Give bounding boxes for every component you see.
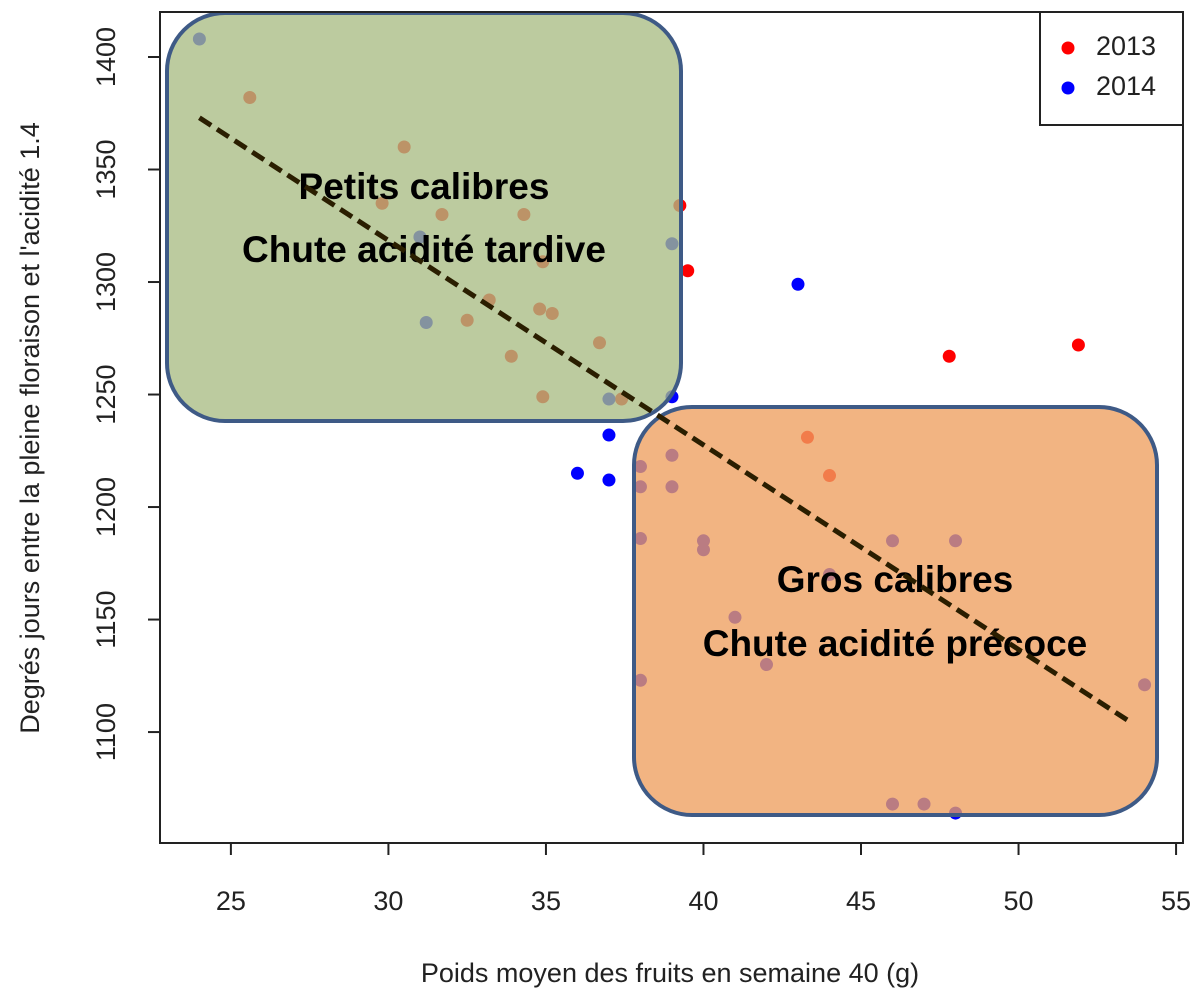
legend-swatch <box>1061 41 1075 55</box>
x-axis-label: Poids moyen des fruits en semaine 40 (g) <box>421 958 919 988</box>
large-fruit-zone <box>632 405 1159 817</box>
x-tick-label: 35 <box>531 886 561 916</box>
x-tick-label: 30 <box>373 886 403 916</box>
legend-label: 2013 <box>1096 31 1156 61</box>
x-tick-label: 45 <box>846 886 876 916</box>
point <box>602 428 616 442</box>
annotation: Chute acidité précoce <box>703 623 1088 664</box>
y-tick-label: 1200 <box>91 477 121 537</box>
small-fruit-zone <box>165 11 683 423</box>
point <box>942 349 956 363</box>
y-tick-label: 1350 <box>91 139 121 199</box>
legend-box <box>1039 11 1184 126</box>
point <box>570 466 584 480</box>
y-tick-label: 1100 <box>91 703 121 761</box>
x-tick-label: 50 <box>1004 886 1034 916</box>
y-tick-label: 1400 <box>91 27 121 87</box>
legend: 2013 2014 <box>1039 11 1184 126</box>
x-tick-label: 55 <box>1161 886 1191 916</box>
legend-swatch <box>1061 81 1075 95</box>
x-tick-label: 25 <box>216 886 246 916</box>
x-tick-label: 40 <box>688 886 718 916</box>
point <box>602 473 616 487</box>
point <box>791 277 805 291</box>
y-tick-label: 1300 <box>91 252 121 312</box>
annotation: Gros calibres <box>777 559 1014 600</box>
annotation: Petits calibres <box>299 166 550 207</box>
annotation: Chute acidité tardive <box>242 229 606 270</box>
legend-label: 2014 <box>1096 71 1156 101</box>
y-tick-label: 1150 <box>91 591 121 649</box>
point <box>1071 338 1085 352</box>
y-tick-label: 1250 <box>91 364 121 424</box>
trend-line <box>198 115 1134 726</box>
point <box>681 264 695 278</box>
plot-frame <box>159 11 1184 844</box>
y-axis-label: Degrés jours entre la pleine floraison e… <box>15 122 45 734</box>
